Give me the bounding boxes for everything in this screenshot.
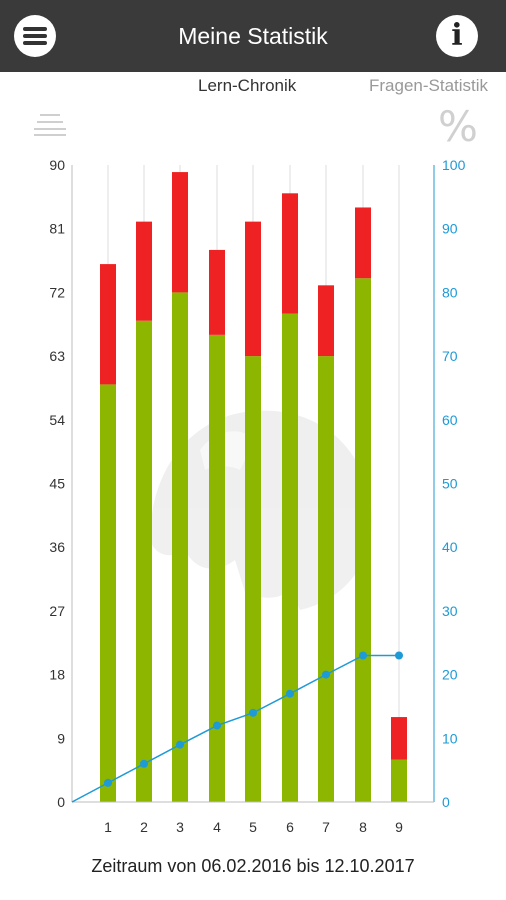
line-point: [213, 721, 221, 730]
line-point: [176, 740, 184, 749]
percent-icon[interactable]: %: [438, 102, 478, 151]
bar-wrong: [245, 221, 261, 357]
y-right-tick-label: 30: [442, 603, 458, 619]
bar-correct: [318, 356, 334, 802]
y-left-tick-label: 36: [49, 539, 65, 555]
y-left-tick-label: 45: [49, 476, 65, 492]
bar-correct: [391, 759, 407, 802]
y-right-tick-label: 50: [442, 476, 458, 492]
line-series: [71, 651, 403, 803]
y-right-tick-label: 60: [442, 412, 458, 428]
bar-wrong: [282, 193, 298, 314]
y-left-tick-label: 18: [49, 667, 65, 683]
bar-wrong: [391, 717, 407, 760]
line-point: [322, 670, 330, 679]
hamburger-menu-icon[interactable]: [14, 15, 56, 57]
tab-lern-chronik[interactable]: Lern-Chronik: [198, 76, 297, 95]
line-point: [249, 708, 257, 717]
axes: [71, 165, 435, 803]
y-right-tick-label: 80: [442, 284, 458, 300]
x-tick-label: 2: [140, 819, 148, 835]
tab-fragen-statistik[interactable]: Fragen-Statistik: [369, 76, 489, 95]
line-point: [104, 778, 112, 787]
x-tick-label: 3: [176, 819, 184, 835]
y-left-tick-label: 54: [49, 412, 65, 428]
y-left-tick-label: 9: [57, 730, 65, 746]
period-label: Zeitraum von 06.02.2016 bis 12.10.2017: [91, 856, 415, 876]
x-tick-label: 8: [359, 819, 367, 835]
line-point: [395, 651, 403, 660]
bar-correct: [209, 334, 225, 802]
bar-correct: [282, 313, 298, 802]
line-point: [359, 651, 367, 660]
y-right-tick-label: 0: [442, 794, 450, 810]
page-title: Meine Statistik: [178, 23, 328, 49]
y-left-tick-label: 90: [49, 157, 65, 173]
y-left-tick-label: 81: [49, 221, 65, 237]
y-right-tick-label: 90: [442, 221, 458, 237]
line-point: [140, 759, 148, 768]
bars-group: [100, 172, 407, 802]
bar-correct: [245, 356, 261, 802]
bar-wrong: [136, 221, 152, 321]
y-right-tick-label: 40: [442, 539, 458, 555]
bar-correct: [136, 320, 152, 802]
x-tick-label: 7: [322, 819, 330, 835]
bar-wrong: [100, 264, 116, 385]
line-series-path: [71, 654, 399, 803]
list-icon[interactable]: [34, 114, 66, 136]
app-bar: Meine Statistik i: [0, 0, 506, 72]
info-glyph: i: [451, 18, 463, 53]
y-left-tick-label: 63: [49, 348, 65, 364]
y-left-tick-label: 0: [57, 794, 65, 810]
x-tick-label: 4: [213, 819, 221, 835]
bar-wrong: [172, 172, 188, 293]
learning-chart: 0918273645546372819001020304050607080901…: [49, 157, 465, 835]
tick-labels: 0918273645546372819001020304050607080901…: [49, 157, 465, 835]
x-tick-label: 1: [104, 819, 112, 835]
y-right-tick-label: 100: [442, 157, 466, 173]
y-right-tick-label: 70: [442, 348, 458, 364]
x-tick-label: 6: [286, 819, 294, 835]
y-right-tick-label: 10: [442, 730, 458, 746]
bar-correct: [355, 278, 371, 802]
y-left-tick-label: 72: [49, 284, 65, 300]
x-tick-label: 5: [249, 819, 257, 835]
line-point: [286, 689, 294, 698]
bar-correct: [172, 292, 188, 802]
bar-wrong: [209, 249, 225, 335]
y-right-tick-label: 20: [442, 667, 458, 683]
x-tick-label: 9: [395, 819, 403, 835]
info-icon[interactable]: i: [436, 15, 478, 57]
bar-wrong: [318, 285, 334, 357]
bar-wrong: [355, 207, 371, 279]
y-left-tick-label: 27: [49, 603, 65, 619]
bar-correct: [100, 384, 116, 802]
